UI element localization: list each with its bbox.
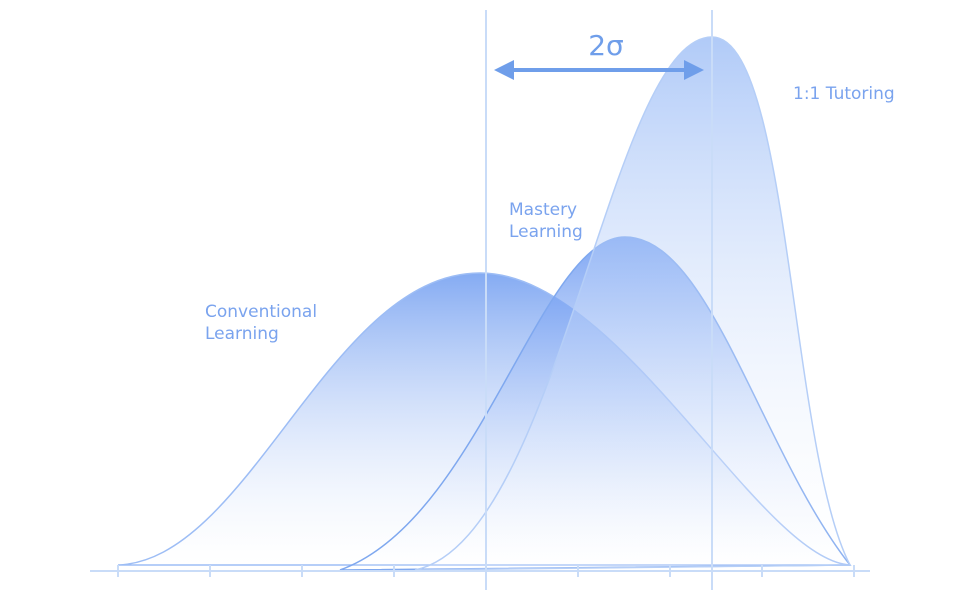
arrow-label: 2σ xyxy=(588,29,624,62)
mastery-label: Mastery xyxy=(509,200,577,220)
axis xyxy=(90,10,870,590)
conventional-label: Learning xyxy=(205,324,279,344)
tutoring-label: 1:1 Tutoring xyxy=(793,84,895,104)
curves xyxy=(117,36,852,571)
mastery-label: Learning xyxy=(509,222,583,242)
conventional-label: Conventional xyxy=(205,302,317,322)
